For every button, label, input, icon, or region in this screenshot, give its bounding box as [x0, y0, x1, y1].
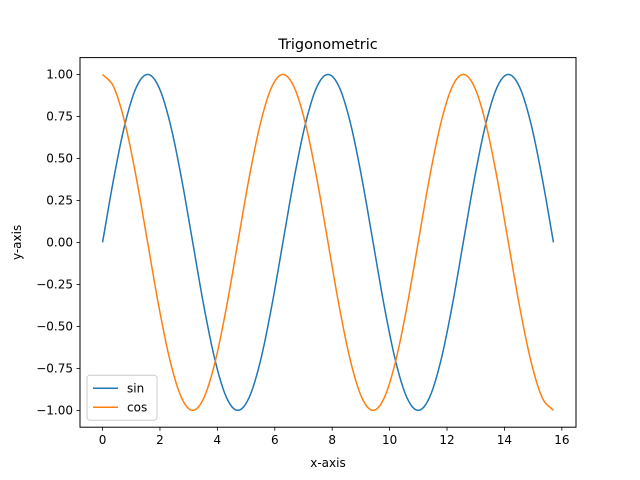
y-tick-label: −1.00	[36, 404, 73, 418]
y-tick-label: 1.00	[46, 68, 73, 82]
y-tick-label: 0.75	[46, 110, 73, 124]
series-line-sin	[101, 73, 555, 412]
legend-box	[86, 374, 158, 421]
x-axis-ticks: 0 2 4 6 8 10 12 14 16	[99, 427, 569, 447]
x-tick-label: 14	[497, 433, 512, 447]
y-tick-label: −0.25	[36, 278, 73, 292]
y-tick-label: −0.50	[36, 320, 73, 334]
y-tick-label: 0.00	[46, 236, 73, 250]
x-tick-label: 12	[439, 433, 454, 447]
x-axis-label: x-axis	[310, 456, 345, 470]
legend-label-sin: sin	[127, 382, 144, 396]
x-tick-label: 10	[382, 433, 397, 447]
y-axis-ticks: −1.00 −0.75 −0.50 −0.25 0.00 0.25 0.50 0.75 1.00	[36, 68, 80, 418]
plot-layer	[101, 73, 555, 412]
legend-label-cos: cos	[127, 401, 147, 415]
x-tick-label: 8	[328, 433, 336, 447]
x-tick-label: 16	[554, 433, 569, 447]
x-tick-label: 2	[156, 433, 164, 447]
y-axis-label: y-axis	[10, 225, 24, 260]
y-tick-label: 0.25	[46, 194, 73, 208]
x-tick-label: 4	[214, 433, 222, 447]
chart-title: Trigonometric	[277, 37, 378, 53]
x-tick-label: 0	[99, 433, 107, 447]
y-tick-label: 0.50	[46, 152, 73, 166]
y-tick-label: −0.75	[36, 362, 73, 376]
x-tick-label: 6	[271, 433, 279, 447]
series-line-cos	[102, 73, 554, 412]
legend: sin cos	[86, 374, 158, 421]
